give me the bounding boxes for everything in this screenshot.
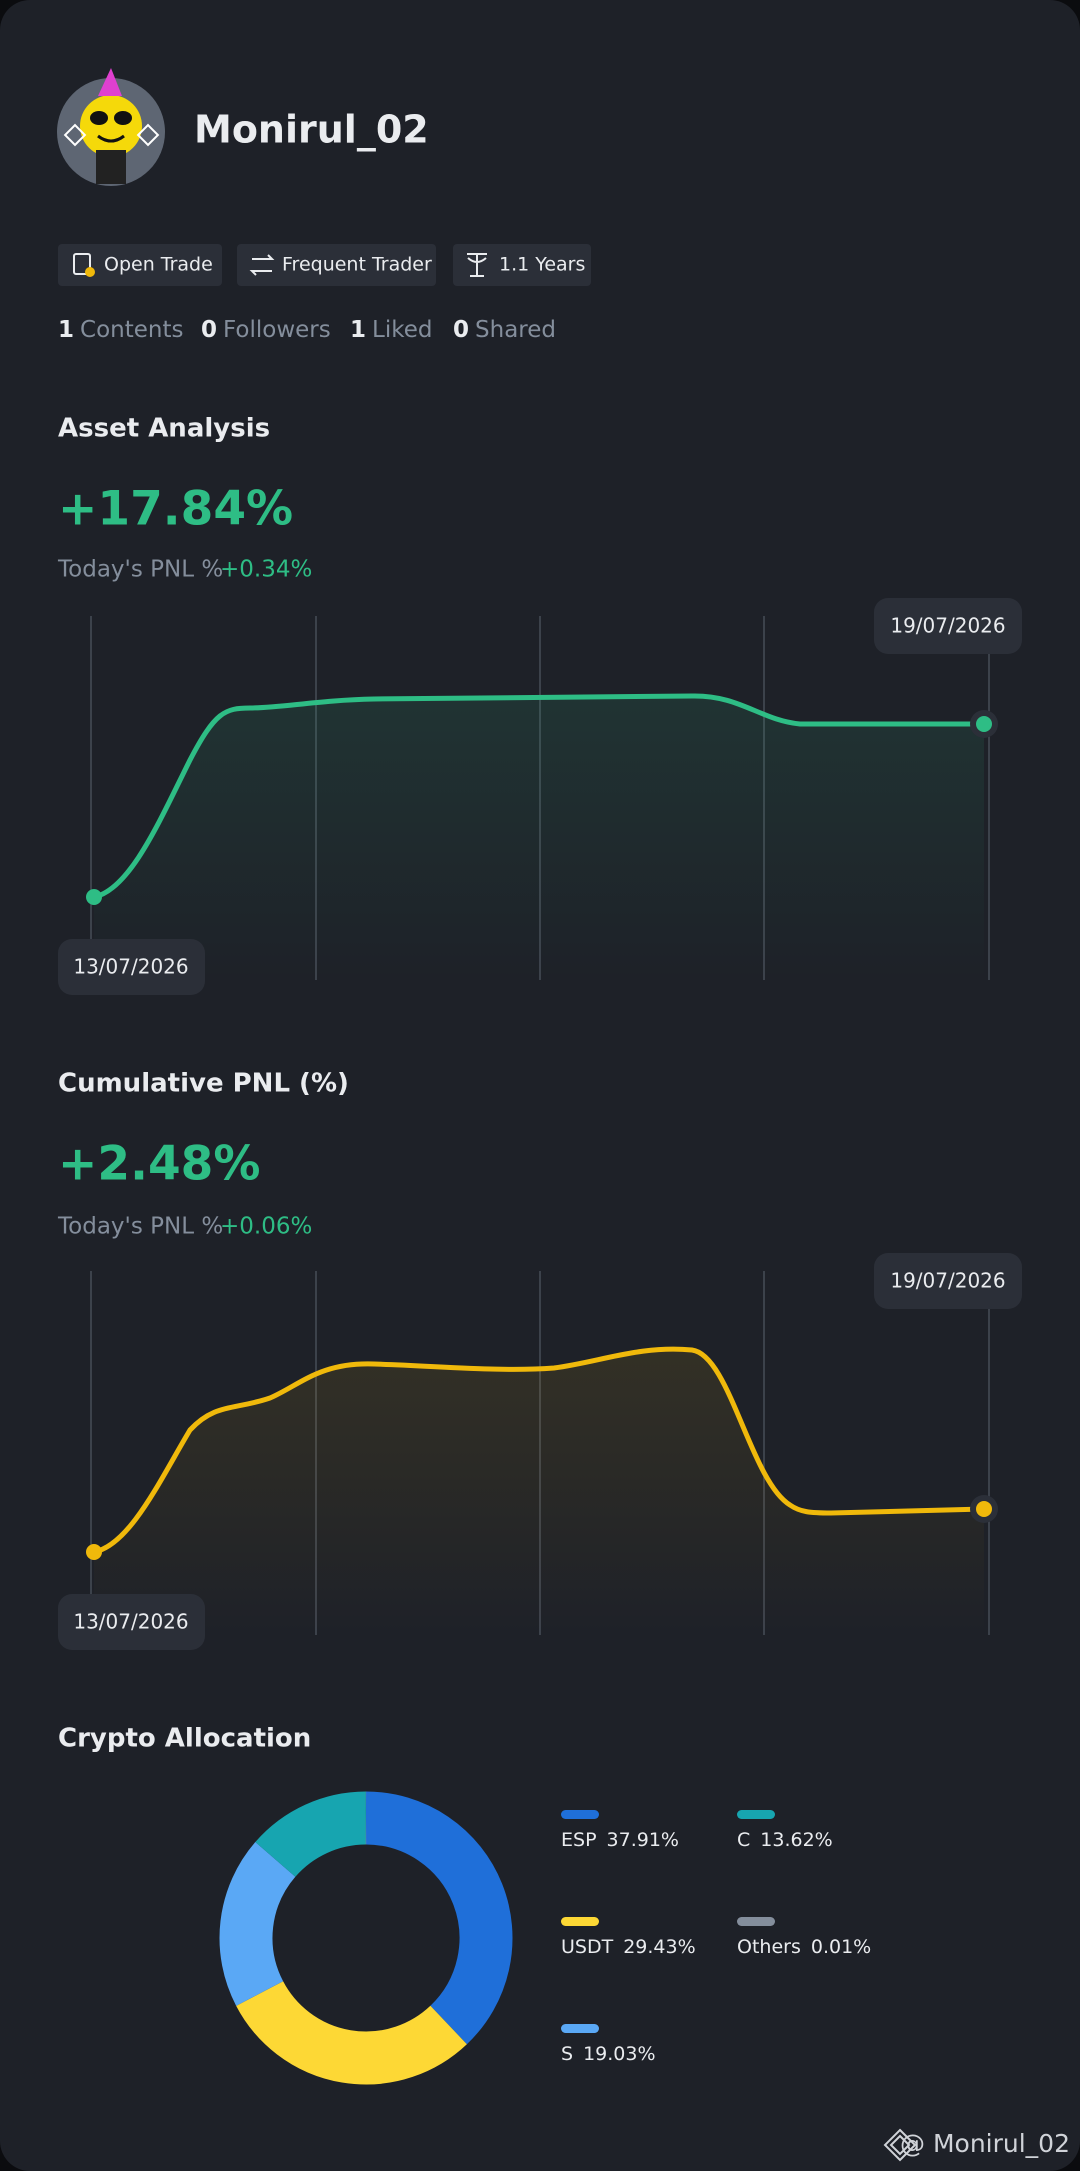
badge-icon: [73, 253, 91, 275]
legend-value: 13.62%: [760, 1829, 832, 1851]
area: [94, 1349, 984, 1635]
line: [93, 1346, 985, 1555]
badge-label: 1.1 Years: [499, 254, 585, 276]
legend-swatch: [561, 1917, 599, 1926]
stat-count: 1: [58, 317, 74, 343]
stat-count: 0: [201, 317, 217, 343]
legend-entry: Others 0.01%: [737, 1936, 871, 1958]
end-point: [976, 716, 992, 732]
legend-label: C: [737, 1829, 750, 1851]
legend: ESP 37.91% USDT 29.43% S 19.03% C 13.62% Others 0…: [561, 1810, 871, 2065]
legend-entry: S 19.03%: [561, 2043, 656, 2065]
legend-swatch: [561, 1810, 599, 1819]
stat-count: 1: [350, 317, 366, 343]
legend-swatch: [737, 1917, 775, 1926]
pnl-value: +0.34%: [220, 557, 312, 583]
badge: [58, 244, 222, 286]
watermark: @ Monirul_02: [900, 2129, 1070, 2158]
legend-value: 37.91%: [607, 1829, 679, 1851]
date-bubble: [58, 1594, 205, 1650]
section-title: Crypto Allocation: [58, 1724, 311, 1754]
badge: [453, 244, 591, 286]
start-date: 13/07/2026: [73, 1610, 188, 1634]
legend-label: ESP: [561, 1829, 597, 1851]
stats: 1 Contents 0 Followers 1 Liked 0 Shared: [58, 317, 556, 343]
legend-value: 0.01%: [811, 1936, 871, 1958]
end-point: [976, 1501, 992, 1517]
start-date: 13/07/2026: [73, 955, 188, 979]
date-bubble: [58, 939, 205, 995]
pnl-label: Today's PNL %: [57, 1214, 223, 1240]
username: Monirul_02: [194, 108, 429, 152]
section-title: Asset Analysis: [58, 414, 270, 444]
avatar[interactable]: [57, 68, 165, 186]
pnl-label: Today's PNL %: [57, 557, 223, 583]
donut-segment: [219, 1842, 296, 2006]
headline-value: +2.48%: [58, 1137, 260, 1192]
legend-entry: C 13.62%: [737, 1829, 833, 1851]
start-point: [86, 889, 102, 905]
badge-icon: [85, 267, 95, 277]
legend-swatch: [561, 2024, 599, 2033]
stat-count: 0: [453, 317, 469, 343]
legend-value: 29.43%: [623, 1936, 695, 1958]
legend-label: S: [561, 2043, 573, 2065]
donut-segment: [365, 1791, 513, 2045]
legend-entry: USDT 29.43%: [561, 1936, 696, 1958]
area: [94, 695, 984, 980]
badge: [237, 244, 436, 286]
logo: [883, 2128, 917, 2162]
date-bubble: [874, 598, 1022, 654]
donut: [219, 1791, 513, 2085]
stat-label: Contents: [80, 317, 183, 343]
stat-label: Liked: [372, 317, 432, 343]
date-bubble: [874, 1253, 1022, 1309]
section-title: Cumulative PNL (%): [58, 1069, 349, 1099]
end-date: 19/07/2026: [890, 1269, 1005, 1293]
badge-label: Frequent Trader: [282, 254, 432, 276]
stat-label: Followers: [223, 317, 331, 343]
legend-label: USDT: [561, 1936, 614, 1958]
badge-icon: [249, 254, 275, 276]
legend-value: 19.03%: [583, 2043, 655, 2065]
headline-value: +17.84%: [58, 482, 293, 537]
donut-segment: [255, 1791, 367, 1878]
legend-swatch: [737, 1810, 775, 1819]
line: [93, 693, 984, 900]
badge-icon: [467, 253, 487, 277]
legend-label: Others: [737, 1936, 801, 1958]
legend-entry: ESP 37.91%: [561, 1829, 679, 1851]
start-point: [86, 1544, 102, 1560]
stat-label: Shared: [475, 317, 556, 343]
pnl-value: +0.06%: [220, 1214, 312, 1240]
badge-label: Open Trade: [104, 254, 213, 276]
end-date: 19/07/2026: [890, 614, 1005, 638]
donut-segment: [236, 1980, 467, 2085]
